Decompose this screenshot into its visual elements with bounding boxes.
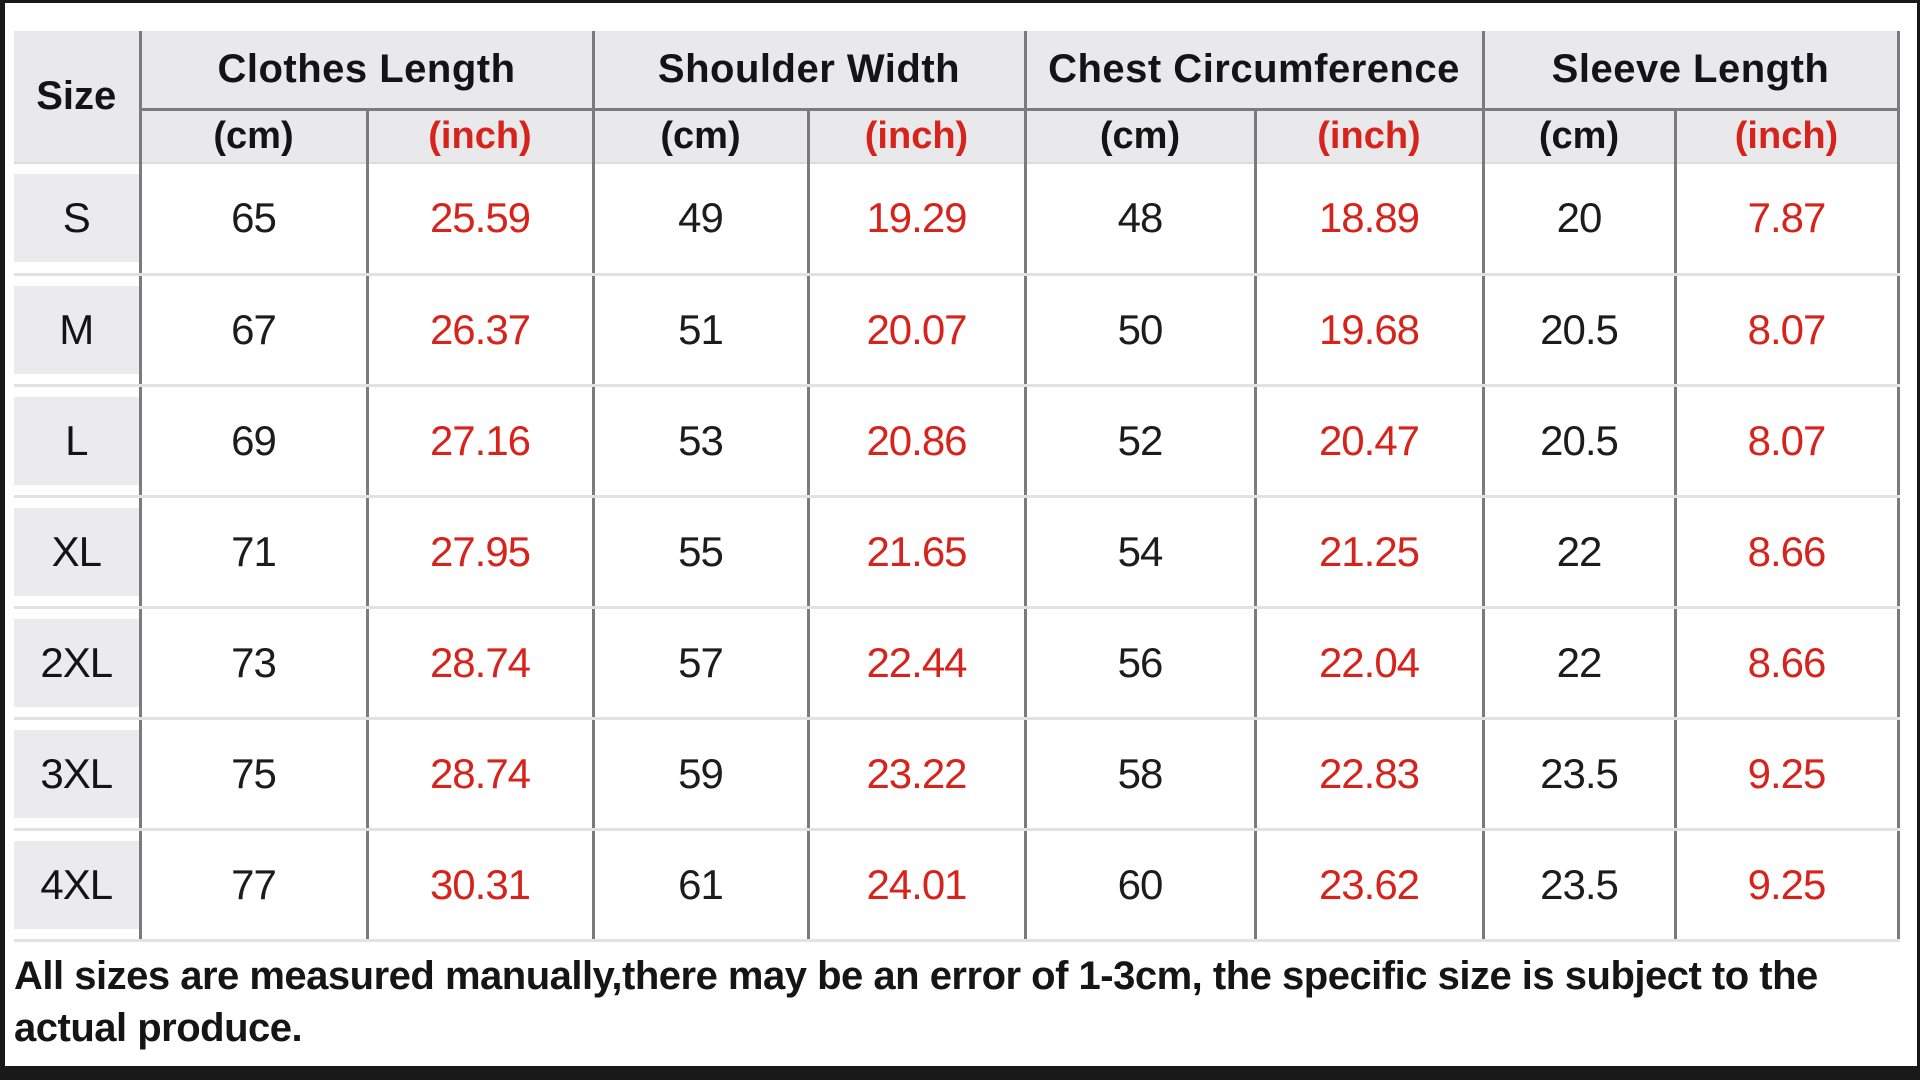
table-row-xl: XL 71 27.95 55 21.65 54 21.25 22 8.66 <box>14 496 1900 609</box>
value-cell: 19.29 <box>808 163 1027 276</box>
size-label: L <box>14 396 139 485</box>
size-label: M <box>14 285 139 374</box>
unit-header-inch: (inch) <box>808 109 1027 164</box>
value-cell: 8.66 <box>1675 607 1900 720</box>
size-note: All sizes are measured manually,there ma… <box>14 953 1818 1050</box>
value-cell: 22 <box>1483 607 1677 720</box>
value-cell: 54 <box>1025 496 1257 609</box>
value-cell: 8.66 <box>1675 496 1900 609</box>
value-cell: 53 <box>593 385 810 498</box>
value-cell: 49 <box>593 163 810 276</box>
value-cell: 23.5 <box>1483 829 1677 942</box>
size-cell: L <box>14 385 142 498</box>
value-cell: 20.07 <box>808 274 1027 387</box>
value-cell: 9.25 <box>1675 718 1900 831</box>
value-cell: 19.68 <box>1255 274 1485 387</box>
value-cell: 20.86 <box>808 385 1027 498</box>
value-cell: 20.47 <box>1255 385 1485 498</box>
value-cell: 56 <box>1025 607 1257 720</box>
size-label: S <box>14 174 139 263</box>
value-cell: 18.89 <box>1255 163 1485 276</box>
value-cell: 22.04 <box>1255 607 1485 720</box>
value-cell: 73 <box>140 607 369 720</box>
value-cell: 58 <box>1025 718 1257 831</box>
value-cell: 51 <box>593 274 810 387</box>
value-cell: 20.5 <box>1483 385 1677 498</box>
table-row-m: M 67 26.37 51 20.07 50 19.68 20.5 8.07 <box>14 274 1900 387</box>
value-cell: 57 <box>593 607 810 720</box>
value-cell: 61 <box>593 829 810 942</box>
value-cell: 22.44 <box>808 607 1027 720</box>
value-cell: 55 <box>593 496 810 609</box>
value-cell: 71 <box>140 496 369 609</box>
value-cell: 8.07 <box>1675 385 1900 498</box>
value-cell: 28.74 <box>367 718 595 831</box>
value-cell: 8.07 <box>1675 274 1900 387</box>
group-header-clothes-length: Clothes Length <box>140 31 595 111</box>
value-cell: 23.62 <box>1255 829 1485 942</box>
unit-header-cm: (cm) <box>1025 109 1257 164</box>
value-cell: 28.74 <box>367 607 595 720</box>
value-cell: 7.87 <box>1675 163 1900 276</box>
value-cell: 25.59 <box>367 163 595 276</box>
value-cell: 9.25 <box>1675 829 1900 942</box>
size-label: XL <box>14 507 139 596</box>
value-cell: 67 <box>140 274 369 387</box>
value-cell: 21.65 <box>808 496 1027 609</box>
value-cell: 22 <box>1483 496 1677 609</box>
size-label: 3XL <box>14 729 139 818</box>
value-cell: 20.5 <box>1483 274 1677 387</box>
value-cell: 20 <box>1483 163 1677 276</box>
table-row-4xl: 4XL 77 30.31 61 24.01 60 23.62 23.5 9.25 <box>14 829 1900 942</box>
value-cell: 59 <box>593 718 810 831</box>
group-header-sleeve-length: Sleeve Length <box>1483 31 1900 111</box>
table-row-3xl: 3XL 75 28.74 59 23.22 58 22.83 23.5 9.25 <box>14 718 1900 831</box>
size-cell: XL <box>14 496 142 609</box>
value-cell: 24.01 <box>808 829 1027 942</box>
unit-header-inch: (inch) <box>367 109 595 164</box>
value-cell: 60 <box>1025 829 1257 942</box>
unit-header-inch: (inch) <box>1675 109 1900 164</box>
table-row-l: L 69 27.16 53 20.86 52 20.47 20.5 8.07 <box>14 385 1900 498</box>
value-cell: 52 <box>1025 385 1257 498</box>
size-label: 4XL <box>14 840 139 929</box>
value-cell: 21.25 <box>1255 496 1485 609</box>
value-cell: 26.37 <box>367 274 595 387</box>
table-row-s: S 65 25.59 49 19.29 48 18.89 20 7.87 <box>14 163 1900 276</box>
size-cell: 4XL <box>14 829 142 942</box>
size-cell: S <box>14 163 142 276</box>
value-cell: 77 <box>140 829 369 942</box>
value-cell: 75 <box>140 718 369 831</box>
value-cell: 23.5 <box>1483 718 1677 831</box>
unit-header-inch: (inch) <box>1255 109 1485 164</box>
group-header-shoulder-width: Shoulder Width <box>593 31 1027 111</box>
value-cell: 30.31 <box>367 829 595 942</box>
value-cell: 48 <box>1025 163 1257 276</box>
unit-header-cm: (cm) <box>140 109 369 164</box>
size-cell: 3XL <box>14 718 142 831</box>
size-cell: 2XL <box>14 607 142 720</box>
unit-header-cm: (cm) <box>593 109 810 164</box>
group-header-chest-circumference: Chest Circumference <box>1025 31 1485 111</box>
table-row-2xl: 2XL 73 28.74 57 22.44 56 22.04 22 8.66 <box>14 607 1900 720</box>
value-cell: 65 <box>140 163 369 276</box>
value-cell: 50 <box>1025 274 1257 387</box>
size-column-header: Size <box>14 31 142 164</box>
value-cell: 23.22 <box>808 718 1027 831</box>
size-label: 2XL <box>14 618 139 707</box>
size-cell: M <box>14 274 142 387</box>
unit-header-cm: (cm) <box>1483 109 1677 164</box>
value-cell: 22.83 <box>1255 718 1485 831</box>
size-table: Size Clothes Length Shoulder Width Chest… <box>14 31 1900 942</box>
value-cell: 69 <box>140 385 369 498</box>
value-cell: 27.95 <box>367 496 595 609</box>
value-cell: 27.16 <box>367 385 595 498</box>
